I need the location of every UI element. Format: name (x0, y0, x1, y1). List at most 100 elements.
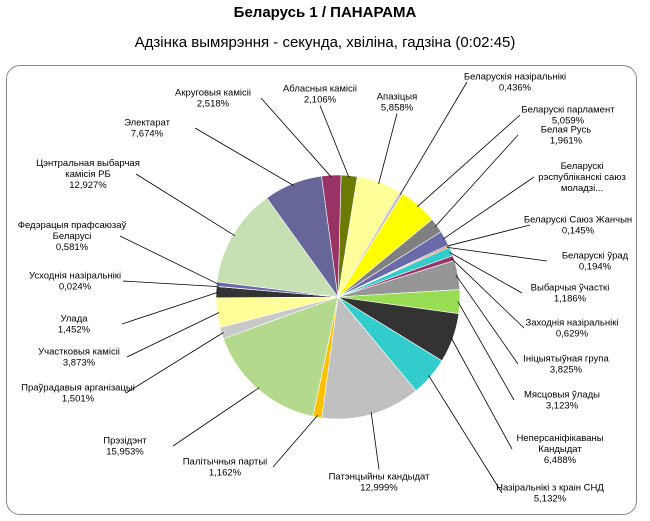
slice-name-label: Усходнія назіральнікі (29, 271, 121, 282)
slice-name-label: Федэрацыя прафсаюзаў (18, 220, 127, 231)
slice-value-label: 3,123% (546, 401, 579, 412)
pie-slice (321, 174, 342, 298)
slice-value-label: 1,186% (554, 294, 587, 305)
leader-line (399, 81, 468, 195)
slice-value-label: 2,518% (197, 99, 230, 110)
slice-name-label: Цэнтральная выбарчая (36, 158, 140, 169)
slice-label: Беларускі Саюз Жанчын 0,145% (524, 215, 632, 237)
leader-line (370, 412, 380, 470)
slice-value-label: 1,452% (58, 325, 91, 336)
slice-value-label: 0,024% (59, 282, 92, 293)
slice-value-label: 5,059% (552, 116, 585, 127)
slice-label: Абласныя камісіі 2,106% (283, 84, 357, 106)
chart-subtitle: Адзінка вымярэння - секунда, хвіліна, га… (134, 34, 516, 51)
slice-label: Усходнія назіральнікі 0,024% (29, 271, 121, 293)
slice-value-label: 0,145% (562, 226, 595, 237)
leader-line (447, 247, 548, 262)
leader-line (319, 105, 350, 178)
slice-label: Назіральнікі з краін СНД 5,132% (496, 483, 604, 505)
slice-name-label: Участковыя камісіі (38, 347, 120, 358)
slice-label: Федэрацыя прафсаюзаў Беларусі 0,581% (18, 220, 127, 253)
slice-label: Палітычныя партыі 1,162% (183, 457, 268, 479)
chart-title: Беларусь 1 / ПАНАРАМА (233, 4, 417, 21)
leader-line (121, 291, 219, 325)
slice-label: Белая Русь 1,961% (541, 125, 592, 147)
slice-name-label: Апазіцыя (377, 92, 418, 103)
slice-name-label: Беларускія назіральнікі (464, 72, 566, 83)
slice-label: Патэнцыйны кандыдат 12,999% (329, 472, 431, 494)
slice-name-label: Выбарчыя ўчасткі (531, 283, 610, 294)
slice-value-label: 5,132% (534, 494, 567, 505)
leader-line (172, 387, 260, 447)
leader-line (450, 337, 513, 450)
slice-label: Мясцовыя ўлады 3,123% (524, 390, 600, 412)
slice-name-label: камісія РБ (65, 169, 111, 180)
leader-line (434, 134, 519, 227)
slice-label: Ініцыятыўная група 3,825% (523, 354, 609, 376)
slice-name-label: Палітычныя партыі (183, 457, 268, 468)
slice-name-label: Назіральнікі з краін СНД (496, 483, 604, 494)
leader-line (135, 173, 236, 237)
slice-name-label: рэспубліканскі саюз (538, 172, 626, 183)
leader-line (442, 176, 535, 240)
slice-name-label: Акруговыя камісіі (175, 88, 251, 99)
leader-line (451, 258, 525, 329)
slice-value-label: 0,194% (579, 262, 612, 273)
slice-label: Беларускі ўрад 0,194% (562, 251, 629, 273)
slice-label: Заходнія назіральнікі 0,629% (526, 318, 619, 340)
slice-name-label: моладзі... (561, 183, 603, 194)
slice-value-label: 1,961% (550, 136, 583, 147)
slice-name-label: Патэнцыйны кандыдат (329, 472, 431, 483)
slice-name-label: Белая Русь (541, 125, 592, 136)
slice-value-label: 2,106% (304, 95, 337, 106)
slice-label: Праўрадавыя арганізацыі 1,501% (21, 383, 135, 405)
leader-line (122, 280, 219, 287)
chart-frame (6, 65, 637, 515)
slice-label: Беларускі парламент 5,059% (521, 105, 615, 127)
slice-name-label: Электарат (124, 118, 170, 129)
slice-label: Беларускія назіральнікі 0,436% (464, 72, 566, 94)
leader-line (455, 274, 519, 365)
leader-line (428, 375, 503, 494)
slice-value-label: 6,488% (544, 455, 577, 466)
slice-name-label: Абласныя камісіі (283, 84, 357, 95)
slice-label: Прэзідэнт 15,953% (103, 436, 147, 458)
slice-name-label: Беларусі (53, 231, 92, 242)
slice-value-label: 15,953% (106, 447, 144, 458)
leader-line (260, 97, 332, 178)
slice-name-label: Беларускі ўрад (562, 251, 629, 262)
leader-line (194, 127, 294, 186)
pie-slices (215, 174, 461, 420)
slice-label: Акруговыя камісіі 2,518% (175, 88, 251, 110)
leader-line (449, 251, 523, 294)
slice-label: Выбарчыя ўчасткі 1,186% (531, 283, 610, 305)
slice-label: Участковыя камісіі 3,873% (38, 347, 120, 369)
slice-name-label: Ініцыятыўная група (523, 354, 609, 365)
slice-value-label: 5,858% (381, 103, 414, 114)
slice-value-label: 1,501% (62, 394, 95, 405)
slice-value-label: 12,927% (69, 180, 107, 191)
slice-name-label: Праўрадавыя арганізацыі (21, 383, 135, 394)
leader-line (446, 224, 531, 247)
slice-name-label: Мясцовыя ўлады (524, 390, 600, 401)
slice-name-label: Прэзідэнт (103, 436, 147, 447)
slice-label: Цэнтральная выбарчая камісія РБ 12,927% (36, 158, 140, 191)
pie-slice (222, 296, 339, 417)
leader-line (126, 312, 220, 358)
leader-line (272, 415, 319, 468)
slice-name-label: Беларускі Саюз Жанчын (524, 215, 632, 226)
leader-line (416, 114, 521, 208)
slice-name-label: Неперсаніфікаваны (516, 433, 603, 444)
leader-lines (119, 81, 548, 494)
slice-label: Беларускі рэспубліканскі саюз моладзі... (538, 161, 626, 194)
slice-label: Апазіцыя 5,858% (377, 92, 418, 114)
slice-label: Электарат 7,674% (124, 118, 170, 140)
slice-value-label: 3,825% (550, 365, 583, 376)
slice-value-label: 12,999% (360, 483, 398, 494)
slice-name-label: Заходнія назіральнікі (526, 318, 619, 329)
slice-value-label: 3,873% (63, 358, 96, 369)
slice-name-label: Кандыдат (538, 444, 582, 455)
slice-label: Улада 1,452% (58, 314, 91, 336)
slice-value-label: 1,162% (209, 468, 242, 479)
